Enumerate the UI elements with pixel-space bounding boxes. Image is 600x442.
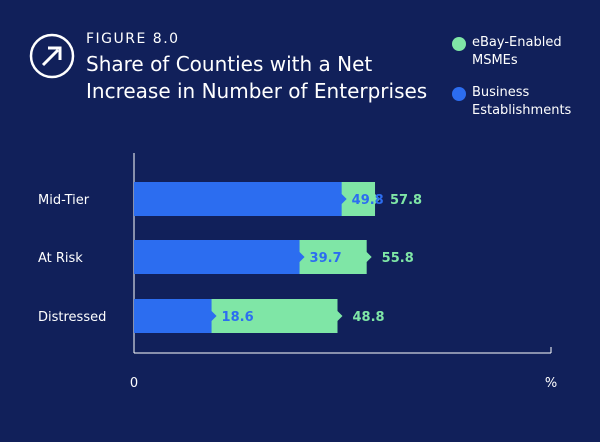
chart-title: Share of Counties with a Net Increase in… <box>86 52 428 103</box>
legend: eBay-Enabled MSMEs Business Establishmen… <box>452 34 592 120</box>
legend-item-ebay: eBay-Enabled MSMEs <box>452 34 592 70</box>
data-label-business-0: 49.8 <box>352 193 384 208</box>
x-tick-label-0: 0 <box>130 376 138 391</box>
data-label-ebay-0: 57.8 <box>390 193 422 208</box>
legend-swatch-business <box>452 87 466 101</box>
bar-business-0 <box>134 182 347 216</box>
bar-business-2 <box>134 299 217 333</box>
legend-label-business: Business Establishments <box>472 85 572 118</box>
legend-item-business: Business Establishments <box>452 84 592 120</box>
data-label-ebay-2: 48.8 <box>352 310 384 325</box>
bar-business-1 <box>134 240 305 274</box>
data-label-business-2: 18.6 <box>222 310 254 325</box>
figure-label: FIGURE 8.0 <box>86 31 180 47</box>
legend-label-ebay: eBay-Enabled MSMEs <box>472 35 562 68</box>
arrow-up-right-circle-icon <box>29 33 75 79</box>
x-tick-label-end: % <box>545 376 557 391</box>
category-label-2: Distressed <box>38 310 106 325</box>
category-label-1: At Risk <box>38 251 83 266</box>
legend-swatch-ebay <box>452 37 466 51</box>
category-label-0: Mid-Tier <box>38 193 90 208</box>
data-label-business-1: 39.7 <box>310 251 342 266</box>
data-label-ebay-1: 55.8 <box>382 251 414 266</box>
